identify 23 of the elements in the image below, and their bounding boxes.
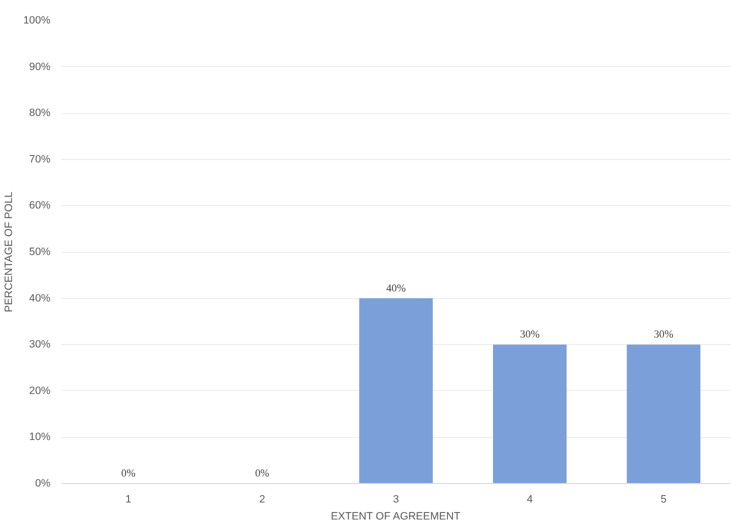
y-tick-label: 90% [29,60,52,73]
y-tick-label: 60% [29,200,52,212]
y-tick-label: 70% [29,153,52,166]
data-label: 0% [121,468,136,480]
x-tick-label: 4 [526,494,533,506]
y-tick-label: 30% [29,338,52,351]
y-tick-label: 80% [29,107,52,120]
data-label: 40% [386,283,406,294]
y-axis-title: PERCENTAGE OF POLL [3,192,16,312]
x-tick-label: 2 [259,494,266,506]
data-label: 30% [654,330,674,341]
data-label: 30% [520,330,540,341]
y-tick-label: 50% [29,246,52,258]
y-tick-label: 10% [29,431,52,444]
x-tick-label: 3 [393,494,400,506]
y-tick-label: 100% [23,14,52,26]
x-tick-label: 5 [660,494,667,506]
x-axis-title: EXTENT OF AGREEMENT [330,510,461,522]
y-tick-label: 20% [29,384,52,397]
data-label: 0% [255,468,270,480]
y-tick-label: 0% [35,478,52,490]
x-tick-label: 1 [125,494,132,506]
y-tick-label: 40% [29,292,52,304]
